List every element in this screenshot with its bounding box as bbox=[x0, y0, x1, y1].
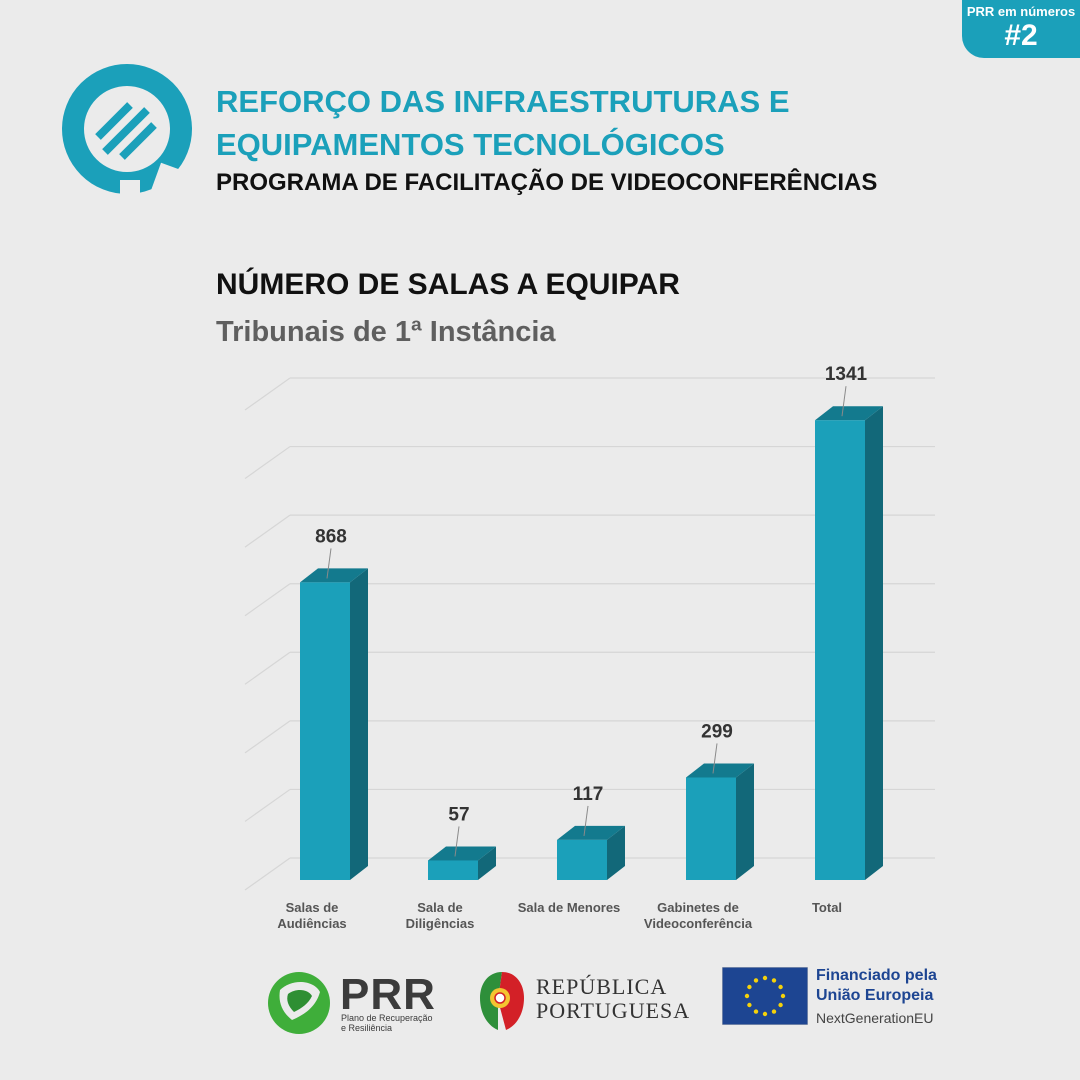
data-label: 57 bbox=[448, 804, 469, 825]
bar bbox=[815, 406, 883, 880]
x-tick-label: Audiências bbox=[277, 916, 346, 931]
chart-subtitle: Tribunais de 1ª Instância bbox=[216, 316, 556, 348]
x-tick-label: Sala de Menores bbox=[518, 900, 621, 915]
eu-star bbox=[780, 993, 786, 999]
badge-number: #2 bbox=[1004, 19, 1038, 52]
prr-tagline-line1: Plano de Recuperação bbox=[341, 1013, 433, 1023]
chart-bars bbox=[300, 406, 883, 880]
x-tick-label: Total bbox=[812, 900, 842, 915]
grid-line-perspective bbox=[244, 514, 291, 548]
bar-top bbox=[428, 846, 496, 861]
x-tick-label: Sala de bbox=[417, 900, 463, 915]
bar-side bbox=[865, 406, 883, 880]
bar-top bbox=[815, 406, 883, 421]
grid-line-perspective bbox=[244, 583, 291, 617]
eu-line1: Financiado pela bbox=[816, 967, 937, 984]
bar-top bbox=[557, 825, 625, 840]
grid-line-perspective bbox=[244, 788, 291, 822]
eu-line2: União Europeia bbox=[816, 987, 934, 1004]
eu-star bbox=[747, 984, 752, 990]
eu-star bbox=[753, 1009, 759, 1014]
data-label-leader bbox=[841, 386, 847, 417]
republica-line1: REPÚBLICA bbox=[536, 974, 668, 999]
eu-star bbox=[771, 1009, 777, 1014]
page-subtitle: PROGRAMA DE FACILITAÇÃO DE VIDEOCONFERÊN… bbox=[216, 169, 878, 196]
prr-leaf-icon bbox=[268, 972, 330, 1034]
prr-wordmark: PRR bbox=[340, 970, 436, 1019]
page-title-line1: REFORÇO DAS INFRAESTRUTURAS E bbox=[216, 84, 790, 119]
bar-front bbox=[686, 777, 736, 880]
data-label: 868 bbox=[315, 526, 347, 547]
bar-top bbox=[686, 763, 754, 778]
bar bbox=[557, 825, 625, 880]
grid-line-perspective bbox=[244, 857, 291, 891]
bar-front bbox=[557, 839, 607, 880]
data-label-leader bbox=[583, 805, 589, 836]
eu-star bbox=[762, 975, 768, 981]
x-tick-label: Gabinetes de bbox=[657, 900, 739, 915]
bar-front bbox=[815, 420, 865, 880]
bar-side bbox=[350, 568, 368, 880]
data-label: 299 bbox=[701, 721, 733, 742]
eu-funding-text: Financiado pela União Europeia NextGener… bbox=[816, 966, 937, 1028]
chart-title: NÚMERO DE SALAS A EQUIPAR bbox=[216, 268, 680, 301]
prr-tagline-line2: e Resiliência bbox=[341, 1023, 393, 1033]
eu-star bbox=[753, 978, 759, 983]
grid-line-perspective bbox=[244, 446, 291, 480]
bar bbox=[428, 846, 496, 880]
grid-line-perspective bbox=[244, 720, 291, 754]
eu-star bbox=[762, 1011, 768, 1017]
eu-star bbox=[771, 978, 777, 983]
grid-line-perspective bbox=[244, 377, 291, 411]
data-label-leader bbox=[326, 548, 332, 579]
page-title: REFORÇO DAS INFRAESTRUTURAS E EQUIPAMENT… bbox=[216, 80, 790, 166]
data-label: 1341 bbox=[825, 364, 868, 385]
eu-flag-icon bbox=[722, 967, 808, 1025]
bar-front bbox=[300, 582, 350, 880]
data-label-leader bbox=[712, 743, 718, 774]
bar bbox=[300, 568, 368, 880]
infrastructure-logo-icon bbox=[62, 64, 192, 202]
data-label-leader bbox=[454, 826, 460, 857]
grid-line-perspective bbox=[244, 651, 291, 685]
bar-front bbox=[428, 860, 478, 880]
eu-star bbox=[778, 1002, 783, 1008]
bar-side bbox=[736, 763, 754, 880]
badge-label: PRR em números bbox=[966, 4, 1076, 19]
bar-side bbox=[607, 825, 625, 880]
republica-line2: PORTUGUESA bbox=[536, 998, 691, 1023]
bar bbox=[686, 763, 754, 880]
eu-line3: NextGenerationEU bbox=[816, 1010, 934, 1026]
page-title-line2: EQUIPAMENTOS TECNOLÓGICOS bbox=[216, 127, 725, 162]
republica-emblem-icon bbox=[480, 972, 524, 1030]
prr-numbers-badge: PRR em números #2 bbox=[962, 0, 1080, 58]
data-label: 117 bbox=[573, 784, 604, 805]
bar-top bbox=[300, 568, 368, 583]
x-tick-label: Salas de bbox=[286, 900, 339, 915]
eu-star bbox=[778, 984, 783, 990]
x-tick-label: Videoconferência bbox=[644, 916, 753, 931]
bar-side bbox=[478, 846, 496, 880]
republica-portuguesa-text: REPÚBLICA PORTUGUESA bbox=[536, 975, 690, 1023]
eu-star bbox=[747, 1002, 752, 1008]
prr-tagline: Plano de Recuperação e Resiliência bbox=[341, 1013, 433, 1033]
x-tick-label: Diligências bbox=[406, 916, 475, 931]
eu-star bbox=[744, 993, 750, 999]
